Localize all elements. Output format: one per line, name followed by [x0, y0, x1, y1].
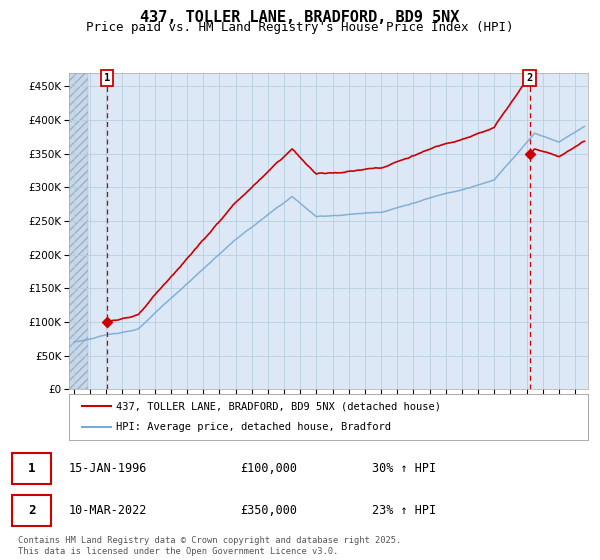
- Text: Contains HM Land Registry data © Crown copyright and database right 2025.
This d: Contains HM Land Registry data © Crown c…: [18, 536, 401, 556]
- Text: 10-MAR-2022: 10-MAR-2022: [69, 504, 148, 517]
- Text: 15-JAN-1996: 15-JAN-1996: [69, 462, 148, 475]
- Text: 30% ↑ HPI: 30% ↑ HPI: [372, 462, 436, 475]
- Text: 437, TOLLER LANE, BRADFORD, BD9 5NX: 437, TOLLER LANE, BRADFORD, BD9 5NX: [140, 10, 460, 25]
- Text: HPI: Average price, detached house, Bradford: HPI: Average price, detached house, Brad…: [116, 422, 391, 432]
- Text: 2: 2: [527, 73, 533, 83]
- Text: 1: 1: [104, 73, 110, 83]
- Text: 23% ↑ HPI: 23% ↑ HPI: [372, 504, 436, 517]
- Text: £100,000: £100,000: [240, 462, 297, 475]
- Text: £350,000: £350,000: [240, 504, 297, 517]
- Text: 437, TOLLER LANE, BRADFORD, BD9 5NX (detached house): 437, TOLLER LANE, BRADFORD, BD9 5NX (det…: [116, 401, 441, 411]
- Bar: [69, 73, 88, 389]
- Text: 2: 2: [28, 504, 35, 517]
- Text: Price paid vs. HM Land Registry's House Price Index (HPI): Price paid vs. HM Land Registry's House …: [86, 21, 514, 34]
- FancyBboxPatch shape: [12, 495, 51, 526]
- FancyBboxPatch shape: [12, 453, 51, 484]
- Text: 1: 1: [28, 462, 35, 475]
